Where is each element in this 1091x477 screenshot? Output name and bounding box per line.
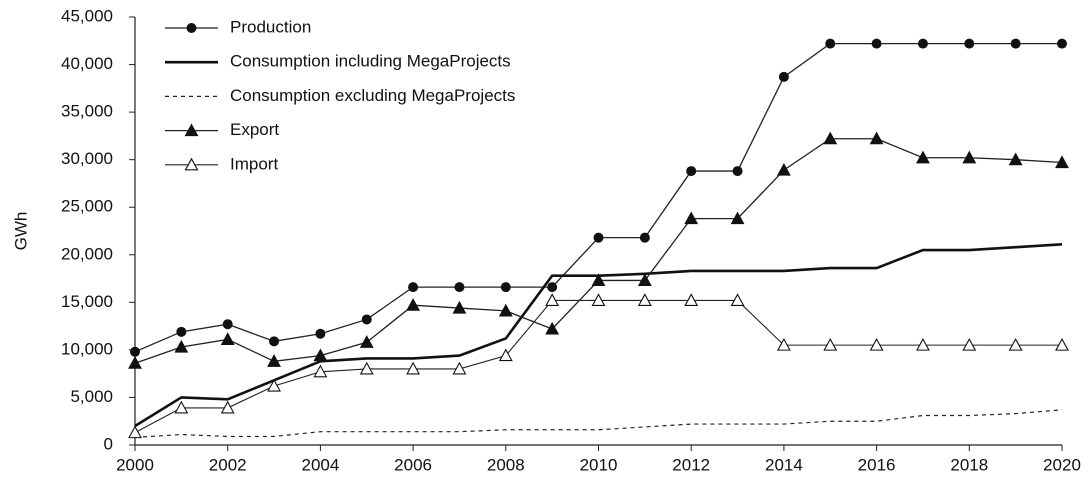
data-point xyxy=(406,298,421,311)
data-point xyxy=(269,336,280,347)
data-point xyxy=(776,162,791,176)
data-point xyxy=(220,400,235,414)
data-point xyxy=(825,38,836,49)
y-tick-label: 15,000 xyxy=(61,292,113,311)
data-point xyxy=(545,293,560,306)
x-tick-label: 2004 xyxy=(301,455,339,474)
data-point xyxy=(1010,38,1021,49)
data-point xyxy=(174,339,189,353)
data-point xyxy=(964,38,975,49)
data-point xyxy=(732,166,743,177)
data-point xyxy=(267,378,281,392)
x-tick-label: 2016 xyxy=(858,455,896,474)
data-point xyxy=(174,400,189,414)
data-point xyxy=(917,38,928,49)
y-tick-label: 35,000 xyxy=(61,102,113,121)
data-point xyxy=(962,337,977,351)
data-point xyxy=(500,282,511,293)
series-line xyxy=(134,243,1063,428)
data-point xyxy=(639,232,650,243)
y-axis-label: GWh xyxy=(11,212,30,251)
data-point xyxy=(176,326,187,337)
x-tick-label: 2008 xyxy=(487,455,525,474)
legend-marker xyxy=(184,123,199,137)
data-point xyxy=(222,319,233,330)
x-tick-label: 2010 xyxy=(580,455,618,474)
series-line xyxy=(134,409,1063,438)
data-point xyxy=(1055,337,1069,351)
x-tick-label: 2006 xyxy=(394,455,432,474)
legend-label: Import xyxy=(230,154,278,173)
data-point xyxy=(684,211,699,225)
x-tick-label: 2020 xyxy=(1043,455,1081,474)
data-point xyxy=(871,38,882,49)
data-point xyxy=(778,71,789,82)
legend-label: Export xyxy=(230,120,279,139)
y-tick-label: 10,000 xyxy=(61,339,113,358)
y-tick-label: 40,000 xyxy=(61,54,113,73)
data-point xyxy=(1008,337,1023,351)
data-point xyxy=(267,354,281,367)
data-point xyxy=(406,361,421,375)
data-point xyxy=(498,348,513,362)
y-tick-label: 45,000 xyxy=(61,6,113,25)
data-point xyxy=(823,337,838,351)
legend-label: Production xyxy=(230,17,311,36)
legend-marker xyxy=(184,157,199,171)
data-point xyxy=(359,361,374,375)
data-point xyxy=(684,293,699,306)
data-point xyxy=(220,332,235,345)
legend-label: Consumption including MegaProjects xyxy=(230,52,511,71)
data-point xyxy=(591,273,606,287)
data-point xyxy=(452,361,467,375)
data-point xyxy=(776,337,791,351)
data-point xyxy=(637,293,652,306)
x-tick-label: 2014 xyxy=(765,455,803,474)
x-tick-label: 2012 xyxy=(672,455,710,474)
data-point xyxy=(315,328,326,339)
data-point xyxy=(962,150,977,164)
data-point xyxy=(916,337,930,351)
x-tick-label: 2000 xyxy=(116,455,154,474)
x-tick-label: 2018 xyxy=(950,455,988,474)
y-tick-label: 20,000 xyxy=(61,244,113,263)
data-point xyxy=(313,348,328,362)
data-point xyxy=(545,321,560,335)
y-tick-label: 25,000 xyxy=(61,197,113,216)
data-point xyxy=(593,232,604,243)
y-tick-label: 30,000 xyxy=(61,149,113,168)
data-point xyxy=(498,303,513,317)
data-point xyxy=(869,131,884,145)
data-point xyxy=(130,346,140,357)
data-point xyxy=(547,282,558,293)
legend-marker xyxy=(186,23,197,33)
data-point xyxy=(1057,38,1067,49)
data-point xyxy=(916,150,930,164)
data-point xyxy=(359,335,374,348)
data-point xyxy=(313,364,328,378)
data-point xyxy=(823,131,838,145)
x-tick-label: 2002 xyxy=(209,455,247,474)
data-point xyxy=(454,282,465,293)
data-point xyxy=(128,356,142,369)
data-point xyxy=(1008,152,1023,166)
data-point xyxy=(869,337,884,351)
data-point xyxy=(408,282,419,293)
data-point xyxy=(128,425,142,439)
data-point xyxy=(452,300,467,314)
data-point xyxy=(730,293,745,306)
legend-label: Consumption excluding MegaProjects xyxy=(230,86,515,105)
data-point xyxy=(730,211,745,225)
y-tick-label: 5,000 xyxy=(70,387,113,406)
data-point xyxy=(686,166,697,177)
data-point xyxy=(591,293,606,306)
data-point xyxy=(637,273,652,287)
y-tick-label: 0 xyxy=(104,434,113,453)
data-point xyxy=(1055,155,1069,169)
data-point xyxy=(361,314,372,325)
